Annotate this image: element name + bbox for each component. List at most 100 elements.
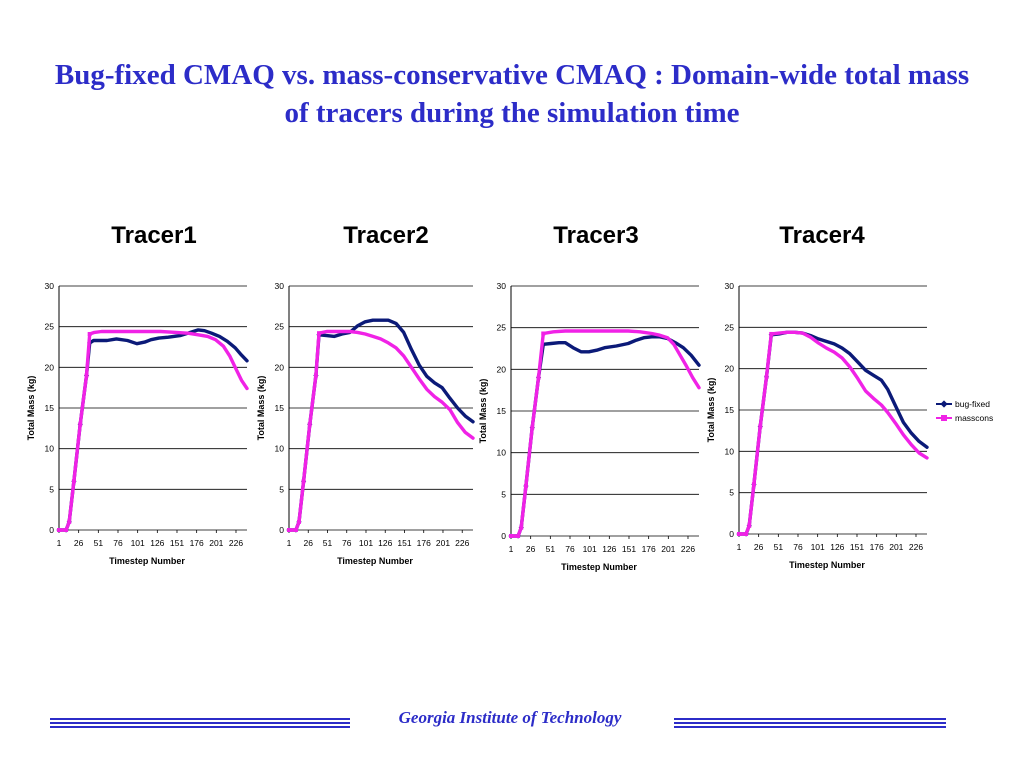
x-tick-label: 176 [417,538,431,548]
x-tick-label: 126 [830,542,844,552]
chart-title-tracer3: Tracer3 [553,222,639,249]
y-tick-label: 30 [275,281,285,291]
y-tick-label: 20 [45,362,55,372]
series-point-masscons [293,528,298,532]
x-tick-label: 1 [737,542,742,552]
series-point-masscons [519,525,524,530]
y-tick-label: 20 [725,364,735,374]
y-tick-label: 5 [279,484,284,494]
legend-label-masscons: masscons [955,413,994,423]
series-point-masscons [87,331,92,336]
x-tick-label: 26 [304,538,314,548]
series-point-masscons [287,528,291,532]
series-point-masscons [64,528,69,532]
series-point-masscons [536,375,541,380]
y-tick-label: 0 [501,531,506,541]
y-tick-label: 30 [725,281,735,291]
series-point-masscons [313,373,318,378]
x-axis-title: Timestep Number [789,560,865,570]
x-tick-label: 101 [359,538,373,548]
x-tick-label: 26 [526,544,536,554]
footer-rule-left [50,718,350,728]
y-tick-label: 5 [729,488,734,498]
x-axis-title: Timestep Number [561,562,637,572]
x-tick-label: 226 [909,542,923,552]
y-tick-label: 0 [729,529,734,539]
y-tick-label: 15 [275,403,285,413]
x-tick-label: 226 [681,544,695,554]
y-tick-label: 25 [497,323,507,333]
y-axis-title: Total Mass (kg) [706,378,716,443]
series-point-masscons [516,534,521,538]
series-point-masscons [84,373,89,378]
x-tick-label: 201 [209,538,223,548]
x-tick-label: 1 [57,538,62,548]
x-tick-label: 101 [811,542,825,552]
x-tick-label: 176 [870,542,884,552]
series-point-masscons [297,519,302,524]
x-tick-label: 26 [74,538,84,548]
x-tick-label: 226 [455,538,469,548]
y-tick-label: 10 [497,448,507,458]
legend-item-bug-fixed: bug-fixed [936,397,993,411]
y-tick-label: 15 [497,406,507,416]
x-tick-label: 151 [397,538,411,548]
slide-title: Bug-fixed CMAQ vs. mass-conservative CMA… [54,59,970,129]
x-tick-label: 76 [113,538,123,548]
series-point-masscons [57,528,61,532]
legend: bug-fixed masscons [936,397,993,425]
x-tick-label: 151 [622,544,636,554]
x-tick-label: 201 [889,542,903,552]
y-tick-label: 0 [279,525,284,535]
y-tick-label: 5 [49,484,54,494]
legend-swatch-masscons [936,414,952,422]
x-tick-label: 101 [583,544,597,554]
series-point-masscons [317,331,322,336]
series-point-masscons [530,425,535,430]
x-tick-label: 51 [546,544,556,554]
x-tick-label: 1 [509,544,514,554]
series-point-masscons [764,374,769,379]
x-tick-label: 226 [229,538,243,548]
chart-title-tracer4: Tracer4 [779,222,865,249]
footer-text: Georgia Institute of Technology [398,708,622,727]
x-tick-label: 51 [774,542,784,552]
x-tick-label: 26 [754,542,764,552]
series-point-masscons [67,519,72,524]
y-axis-title: Total Mass (kg) [256,376,266,441]
y-tick-label: 5 [501,489,506,499]
legend-swatch-bug-fixed [936,400,952,408]
series-point-masscons [751,482,756,487]
x-tick-label: 201 [436,538,450,548]
y-tick-label: 20 [275,362,285,372]
series-point-masscons [509,534,513,538]
x-tick-label: 76 [793,542,803,552]
series-line-masscons [737,330,929,536]
x-axis-title: Timestep Number [337,556,413,566]
y-tick-label: 10 [45,444,55,454]
y-tick-label: 10 [275,444,285,454]
series-point-masscons [71,479,76,484]
y-tick-label: 25 [45,322,55,332]
legend-item-masscons: masscons [936,411,993,425]
y-tick-label: 10 [725,446,735,456]
x-tick-label: 76 [565,544,575,554]
y-tick-label: 15 [45,403,55,413]
x-tick-label: 176 [190,538,204,548]
y-tick-label: 20 [497,364,507,374]
x-axis-title: Timestep Number [109,556,185,566]
y-tick-label: 30 [497,281,507,291]
x-tick-label: 1 [287,538,292,548]
y-tick-label: 15 [725,405,735,415]
chart-title-tracer1: Tracer1 [111,222,197,249]
series-point-masscons [758,424,763,429]
x-tick-label: 176 [642,544,656,554]
y-tick-label: 25 [725,322,735,332]
series-line-masscons [287,329,475,532]
footer-rule-right [674,718,946,728]
x-tick-label: 201 [661,544,675,554]
x-tick-label: 101 [131,538,145,548]
series-point-masscons [78,422,83,427]
